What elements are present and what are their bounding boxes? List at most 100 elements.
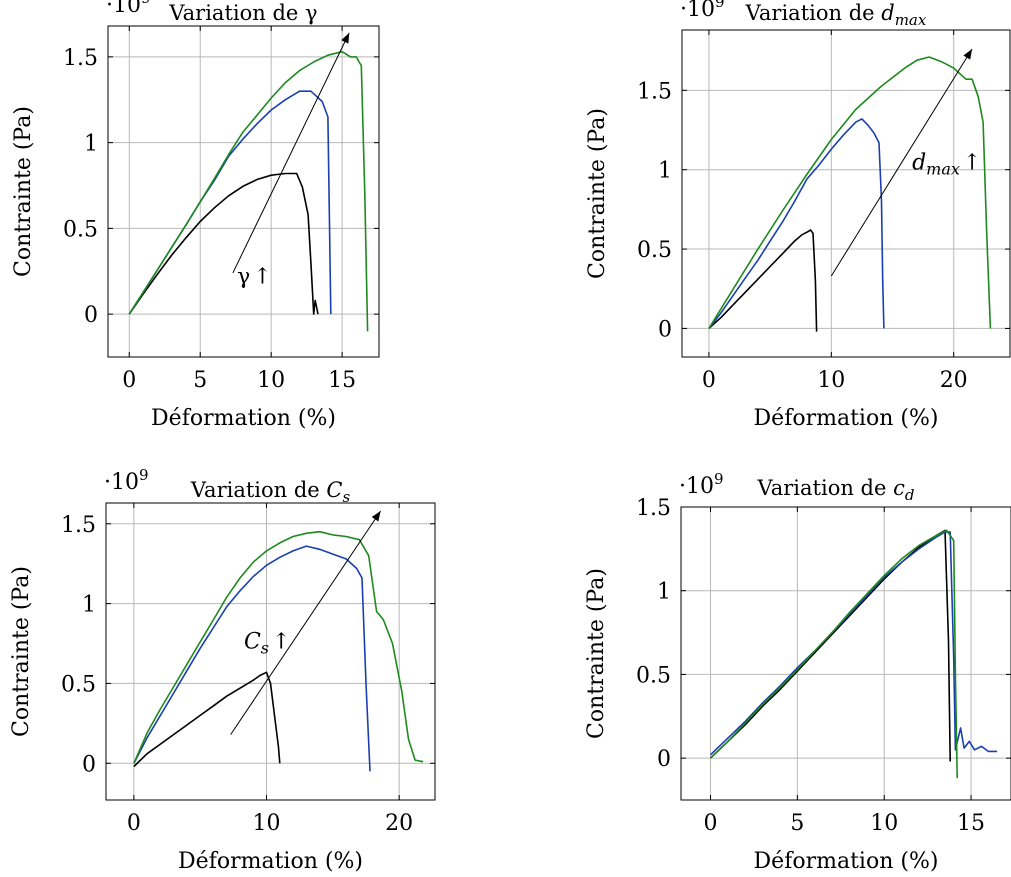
series-line-green bbox=[128, 50, 369, 332]
series-line-green bbox=[133, 530, 424, 764]
x-axis-label: Déformation (%) bbox=[151, 406, 336, 431]
trend-arrow-head bbox=[341, 32, 350, 44]
annotation-arrow-glyph: ↑ bbox=[253, 264, 271, 289]
y-tick-label: 1 bbox=[84, 132, 98, 157]
chart-title-text: Variation de bbox=[745, 1, 882, 25]
chart-title-text: Variation de bbox=[757, 476, 894, 500]
annotation-symbol: d bbox=[912, 151, 926, 176]
y-multiplier-exp: 9 bbox=[715, 0, 725, 11]
y-tick-label: 0 bbox=[84, 303, 98, 328]
series-line-black bbox=[133, 671, 281, 768]
annotation-subscript: max bbox=[926, 160, 960, 179]
x-tick-label: 0 bbox=[704, 811, 718, 836]
chart-panel-3: 0 10 20 0 0.5 1 1.5 Déformation (%) Contrainte (… bbox=[9, 466, 436, 874]
y-multiplier-base: ·10 bbox=[106, 0, 141, 18]
x-tick-label: 0 bbox=[122, 368, 136, 393]
y-multiplier-base: ·10 bbox=[104, 470, 139, 495]
trend-annotation: γ ↑ bbox=[237, 264, 272, 289]
trend-arrow-line bbox=[232, 32, 350, 274]
annotation-subscript: s bbox=[261, 638, 269, 657]
trend-annotation: dmax ↑ bbox=[912, 151, 981, 179]
y-axis-label: Contrainte (Pa) bbox=[585, 108, 610, 279]
chart-title: Variation de dmax bbox=[745, 1, 927, 29]
y-tick-label: 0.5 bbox=[61, 672, 96, 697]
annotation-symbol: γ bbox=[237, 264, 250, 289]
y-multiplier-base: ·10 bbox=[680, 0, 715, 22]
series-line-blue bbox=[133, 545, 371, 772]
plot-frame bbox=[105, 502, 436, 801]
trend-arrow-head bbox=[963, 49, 973, 60]
x-tick-label: 0 bbox=[702, 368, 716, 393]
chart-title-text: Variation de bbox=[168, 1, 305, 25]
chart-title: Variation de γ bbox=[168, 1, 317, 25]
y-multiplier-exp: 9 bbox=[139, 466, 149, 484]
x-tick-label: 0 bbox=[127, 811, 141, 836]
y-multiplier: ·109 bbox=[106, 0, 151, 18]
y-multiplier: ·109 bbox=[680, 0, 725, 22]
series-line-black bbox=[128, 172, 319, 315]
y-tick-label: 1 bbox=[657, 580, 671, 605]
annotation-symbol: C bbox=[244, 629, 261, 654]
y-axis-label: Contrainte (Pa) bbox=[9, 566, 34, 737]
chart-panel-1: 0 5 10 15 0 0.5 1 1.5 Déformation (%) Contrainte … bbox=[11, 0, 380, 431]
y-tick-label: 0.5 bbox=[63, 217, 98, 242]
y-tick-label: 1.5 bbox=[63, 46, 98, 71]
y-axis-label: Contrainte (Pa) bbox=[11, 106, 36, 277]
chart-title-symbol: γ bbox=[305, 1, 318, 25]
chart-title: Variation de cd bbox=[757, 476, 915, 504]
y-multiplier: ·109 bbox=[679, 470, 724, 499]
chart-panel-4: 0 5 10 15 0 0.5 1 1.5 Déformation (%) Contrainte … bbox=[584, 470, 1011, 874]
chart-title-subscript: s bbox=[342, 488, 350, 506]
y-multiplier: ·109 bbox=[104, 466, 149, 495]
chart-panel-2: 0 10 20 0 0.5 1 1.5 Déformation (%) Contrainte (… bbox=[585, 0, 1011, 431]
x-tick-label: 10 bbox=[257, 368, 285, 393]
y-tick-label: 1.5 bbox=[61, 513, 96, 538]
y-tick-label: 1.5 bbox=[637, 79, 672, 104]
y-multiplier-exp: 9 bbox=[714, 470, 724, 488]
x-tick-label: 5 bbox=[193, 368, 207, 393]
x-tick-label: 10 bbox=[870, 811, 898, 836]
trend-arrow-line bbox=[830, 48, 973, 277]
trend-arrow-head bbox=[371, 510, 381, 522]
y-tick-label: 0 bbox=[658, 317, 672, 342]
y-tick-label: 1 bbox=[658, 159, 672, 184]
x-tick-label: 10 bbox=[817, 368, 845, 393]
annotation-arrow-glyph: ↑ bbox=[272, 629, 290, 654]
x-tick-label: 5 bbox=[790, 811, 804, 836]
series-line-green bbox=[709, 529, 958, 779]
annotation-arrow-glyph: ↑ bbox=[963, 151, 981, 176]
y-tick-label: 0.5 bbox=[636, 663, 671, 688]
x-tick-label: 20 bbox=[385, 811, 413, 836]
series-line-blue bbox=[709, 531, 998, 756]
chart-title-symbol: c bbox=[893, 476, 905, 500]
chart-title-symbol: C bbox=[326, 478, 342, 502]
y-tick-label: 1.5 bbox=[636, 496, 671, 521]
series-line-black bbox=[708, 229, 818, 332]
x-axis-label: Déformation (%) bbox=[754, 406, 939, 431]
x-axis-label: Déformation (%) bbox=[178, 849, 363, 874]
x-tick-label: 10 bbox=[253, 811, 281, 836]
y-tick-label: 0 bbox=[657, 747, 671, 772]
series-line-black bbox=[709, 529, 951, 762]
x-tick-label: 15 bbox=[328, 368, 356, 393]
y-tick-label: 1 bbox=[82, 593, 96, 618]
plot-frame bbox=[107, 25, 380, 358]
x-axis-label: Déformation (%) bbox=[754, 849, 939, 874]
trend-annotation: Cs ↑ bbox=[244, 629, 291, 657]
series-line-blue bbox=[708, 118, 885, 329]
y-multiplier-base: ·10 bbox=[679, 474, 714, 499]
chart-title: Variation de Cs bbox=[190, 478, 351, 506]
chart-title-subscript: d bbox=[905, 486, 915, 504]
series-line-blue bbox=[128, 90, 332, 315]
x-tick-label: 15 bbox=[957, 811, 985, 836]
chart-title-subscript: max bbox=[895, 11, 927, 29]
y-tick-label: 0.5 bbox=[637, 238, 672, 263]
y-axis-label: Contrainte (Pa) bbox=[584, 568, 609, 739]
x-tick-label: 20 bbox=[940, 368, 968, 393]
y-tick-label: 0 bbox=[82, 752, 96, 777]
y-multiplier-exp: 9 bbox=[141, 0, 151, 7]
trend-arrow-line bbox=[230, 510, 382, 735]
chart-title-text: Variation de bbox=[190, 478, 327, 502]
series-line-green bbox=[708, 56, 992, 329]
